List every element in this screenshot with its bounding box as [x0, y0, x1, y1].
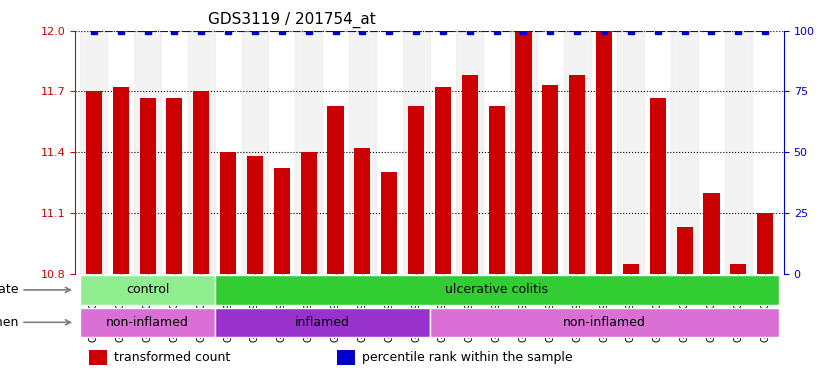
Text: control: control: [126, 283, 169, 296]
Bar: [86, 91, 102, 274]
Bar: [274, 169, 290, 274]
FancyBboxPatch shape: [430, 308, 779, 337]
Bar: [89, 350, 107, 365]
Bar: [349, 31, 376, 274]
Bar: [188, 31, 214, 274]
Bar: [623, 263, 639, 274]
Bar: [725, 31, 751, 274]
Text: percentile rank within the sample: percentile rank within the sample: [362, 351, 573, 364]
Bar: [703, 193, 720, 274]
Bar: [731, 263, 746, 274]
Bar: [564, 31, 590, 274]
Bar: [134, 31, 161, 274]
Bar: [328, 106, 344, 274]
Bar: [515, 31, 531, 274]
Bar: [617, 31, 645, 274]
Text: transformed count: transformed count: [114, 351, 230, 364]
Bar: [295, 31, 322, 274]
Bar: [596, 31, 612, 274]
Text: disease state: disease state: [0, 283, 70, 296]
Bar: [80, 31, 108, 274]
FancyBboxPatch shape: [214, 308, 430, 337]
Bar: [435, 88, 451, 274]
FancyBboxPatch shape: [80, 275, 214, 305]
Bar: [671, 31, 698, 274]
Bar: [510, 31, 537, 274]
Bar: [676, 227, 693, 274]
Bar: [569, 75, 585, 274]
Bar: [247, 156, 263, 274]
Bar: [166, 98, 183, 274]
Bar: [408, 106, 425, 274]
Text: ulcerative colitis: ulcerative colitis: [445, 283, 548, 296]
FancyBboxPatch shape: [214, 275, 779, 305]
Bar: [650, 98, 666, 274]
Bar: [403, 31, 430, 274]
Text: non-inflamed: non-inflamed: [563, 316, 646, 329]
Bar: [337, 350, 355, 365]
Bar: [113, 88, 128, 274]
Bar: [381, 172, 397, 274]
Bar: [456, 31, 483, 274]
FancyBboxPatch shape: [80, 308, 214, 337]
Bar: [462, 75, 478, 274]
Bar: [242, 31, 269, 274]
Bar: [220, 152, 236, 274]
Text: specimen: specimen: [0, 316, 70, 329]
Bar: [354, 148, 370, 274]
Text: GDS3119 / 201754_at: GDS3119 / 201754_at: [208, 12, 376, 28]
Text: inflamed: inflamed: [294, 316, 349, 329]
Bar: [542, 85, 559, 274]
Bar: [193, 91, 209, 274]
Bar: [139, 98, 156, 274]
Bar: [489, 106, 505, 274]
Text: non-inflamed: non-inflamed: [106, 316, 189, 329]
Bar: [300, 152, 317, 274]
Bar: [757, 213, 773, 274]
